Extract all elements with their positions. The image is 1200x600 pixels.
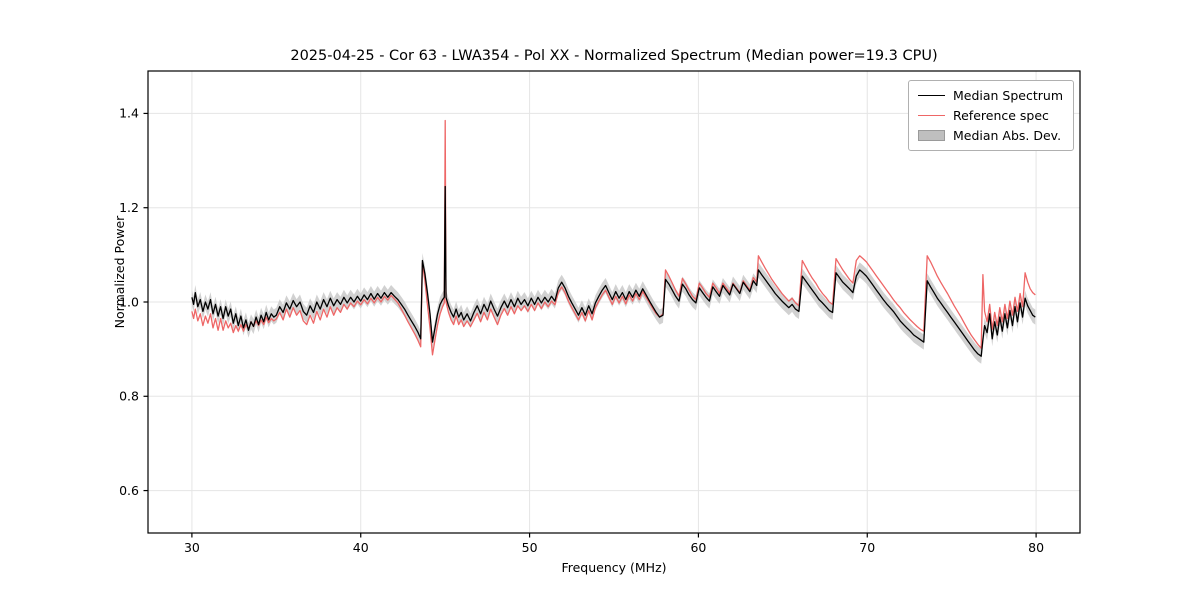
y-tick-label: 1.4 [119,106,139,121]
legend-label-mad: Median Abs. Dev. [952,128,1062,143]
median-line-swatch [917,95,945,96]
legend-label-median: Median Spectrum [952,88,1063,103]
x-tick-label: 60 [690,540,706,555]
reference-spec-line [191,119,1036,356]
y-tick-label: 1.0 [119,294,139,309]
median-spectrum-line [191,185,1036,357]
x-axis-label: Frequency (MHz) [561,560,667,575]
y-tick-label: 1.2 [119,200,139,215]
legend-entry-mad: Median Abs. Dev. [917,128,1063,143]
y-tick-label: 0.6 [119,483,139,498]
x-tick-label: 80 [1028,540,1044,555]
y-axis-label: Normalized Power [112,215,127,329]
x-tick-label: 40 [353,540,369,555]
chart-title: 2025-04-25 - Cor 63 - LWA354 - Pol XX - … [290,48,938,64]
x-tick-label: 30 [184,540,200,555]
reference-line-swatch [917,115,945,116]
legend-label-reference: Reference spec [952,108,1049,123]
x-tick-label: 70 [859,540,875,555]
x-tick-label: 50 [522,540,538,555]
legend-entry-reference: Reference spec [917,108,1063,123]
y-tick-label: 0.8 [119,389,139,404]
mad-band [191,179,1036,364]
legend: Median Spectrum Reference spec Median Ab… [907,80,1074,151]
legend-entry-median: Median Spectrum [917,88,1063,103]
mad-patch-swatch [917,130,945,141]
